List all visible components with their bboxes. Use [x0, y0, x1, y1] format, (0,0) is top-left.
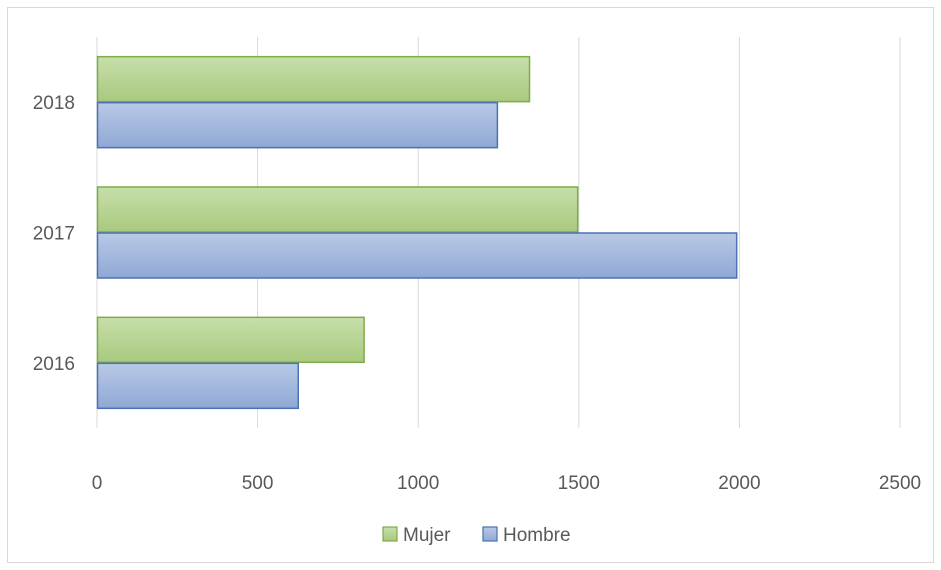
- legend-swatch-hombre: [482, 526, 498, 542]
- bar-hombre-2018: [96, 101, 499, 149]
- legend-label-mujer: Mujer: [403, 525, 451, 546]
- y-axis-labels: 2016 2017 2018: [33, 93, 75, 375]
- bar-mujer-2018: [96, 55, 531, 103]
- y-tick-label-2018: 2018: [33, 93, 75, 114]
- legend: Mujer Hombre: [382, 525, 571, 546]
- x-tick-label-0: 0: [92, 473, 103, 494]
- y-tick-label-2017: 2017: [33, 224, 75, 245]
- x-tick-label-500: 500: [242, 473, 274, 494]
- x-tick-label-2000: 2000: [718, 473, 760, 494]
- x-tick-label-1000: 1000: [397, 473, 439, 494]
- bar-mujer-2017: [96, 186, 579, 233]
- bars: [96, 55, 738, 410]
- bar-hombre-2016: [96, 362, 299, 410]
- y-tick-label-2016: 2016: [33, 354, 75, 375]
- x-tick-label-2500: 2500: [879, 473, 921, 494]
- x-axis-labels: 0 500 1000 1500 2000 2500: [92, 473, 921, 494]
- x-tick-label-1500: 1500: [558, 473, 600, 494]
- bar-hombre-2017: [96, 232, 738, 279]
- legend-label-hombre: Hombre: [503, 525, 571, 546]
- legend-swatch-mujer: [382, 526, 398, 542]
- bar-mujer-2016: [96, 316, 365, 364]
